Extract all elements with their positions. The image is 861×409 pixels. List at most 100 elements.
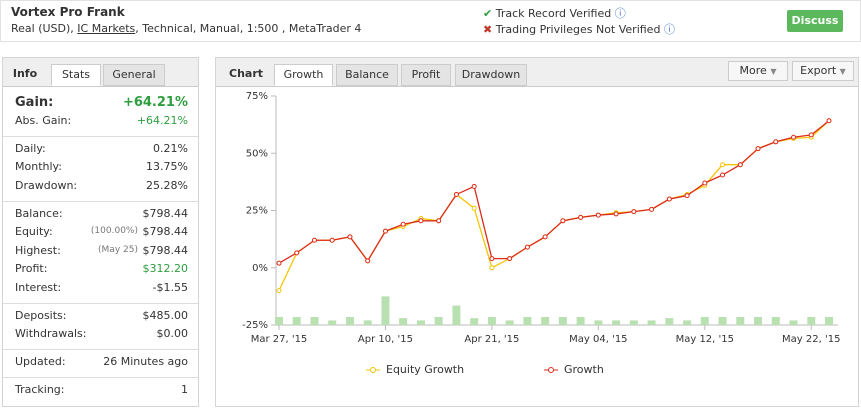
daily-bar — [541, 316, 550, 325]
y-tick-label: 50% — [246, 148, 268, 159]
stat-label: Profit: — [15, 262, 48, 275]
stat-value: +64.21% — [136, 113, 188, 127]
chart-heading: Chart — [229, 67, 264, 80]
point — [702, 180, 708, 186]
stat-note: (100.00%) — [90, 226, 138, 236]
series-line — [278, 120, 830, 291]
daily-bar — [771, 316, 780, 325]
daily-bar — [558, 316, 567, 325]
dropdown-button[interactable]: Export ▼ — [792, 61, 854, 81]
x-tick-label: Apr 21, '15 — [464, 334, 519, 345]
y-tick-label: 75% — [246, 91, 268, 102]
stat-value: $798.44 — [142, 243, 189, 257]
point — [400, 221, 406, 227]
daily-bar — [487, 316, 496, 325]
daily-bar — [470, 318, 479, 325]
daily-bar — [718, 316, 727, 325]
stat-label: Drawdown: — [15, 178, 78, 192]
point — [826, 118, 832, 124]
daily-bar — [665, 318, 674, 325]
point — [720, 162, 726, 168]
x-tick-label: May 22, '15 — [782, 334, 840, 345]
tab[interactable]: Stats — [51, 64, 101, 86]
point — [560, 218, 566, 224]
stat-value: 0.21% — [153, 141, 188, 155]
point — [755, 146, 761, 152]
separator — [3, 302, 198, 304]
discuss-button[interactable]: Discuss — [787, 10, 843, 32]
daily-bar — [381, 296, 390, 325]
point — [791, 134, 797, 140]
point — [294, 250, 300, 256]
legend-label: Growth — [564, 363, 604, 376]
separator — [3, 377, 198, 378]
y-tick-label: 0% — [252, 263, 268, 274]
x-tick-label: May 04, '15 — [569, 334, 627, 345]
account: Real (USD), IC Markets, Technical, Manua… — [11, 22, 361, 35]
stat-value: 26 Minutes ago — [103, 355, 188, 368]
point — [418, 218, 424, 224]
x-tick-label: Apr 10, '15 — [358, 334, 413, 345]
daily-bar — [505, 320, 514, 325]
point — [365, 258, 371, 264]
y-tick-label: 25% — [246, 206, 268, 217]
separator — [3, 349, 198, 350]
broker-link[interactable]: IC Markets — [77, 22, 136, 35]
point — [436, 218, 442, 224]
tab[interactable]: Profit — [401, 64, 451, 86]
point — [649, 206, 655, 212]
daily-bar — [647, 320, 656, 325]
tab[interactable]: Drawdown — [455, 64, 527, 86]
daily-bar — [523, 316, 532, 325]
dropdown-button[interactable]: More ▼ — [728, 61, 788, 81]
daily-bar — [292, 316, 301, 325]
daily-bar — [363, 320, 372, 325]
point — [471, 183, 477, 189]
legend-label: Equity Growth — [386, 363, 464, 376]
point — [595, 212, 601, 218]
daily-bar — [736, 316, 745, 325]
point — [453, 191, 459, 197]
point — [489, 256, 495, 262]
stat-value: +64.21% — [122, 95, 188, 110]
stat-label: Withdrawals: — [15, 327, 87, 340]
point — [524, 244, 530, 250]
account-details: , Technical, Manual, 1:500 , MetaTrader … — [135, 22, 362, 35]
point — [329, 237, 335, 243]
status-text: Track Record Verified — [495, 7, 612, 20]
daily-bar — [789, 320, 798, 325]
tab[interactable]: Balance — [336, 64, 398, 86]
stat-label: Interest: — [15, 280, 62, 294]
tab[interactable]: General — [103, 64, 165, 86]
daily-bar — [576, 316, 585, 325]
daily-bar — [434, 316, 443, 325]
point — [666, 196, 672, 202]
point — [542, 234, 548, 240]
point — [347, 234, 353, 240]
stat-label: Updated: — [15, 355, 66, 368]
daily-bar — [754, 316, 763, 325]
point — [578, 214, 584, 220]
point — [489, 265, 495, 271]
stat-label: Monthly: — [15, 160, 62, 173]
status-no: ✖ Trading Privileges Not Verified ⓘ — [483, 23, 675, 36]
daily-bar — [452, 305, 461, 325]
point — [276, 288, 282, 294]
point — [507, 256, 513, 262]
status-ok: ✔ Track Record Verified ⓘ — [483, 7, 626, 20]
stat-label: Deposits: — [15, 308, 67, 322]
daily-bar — [416, 320, 425, 325]
daily-bar — [700, 316, 709, 325]
stat-value: $485.00 — [142, 308, 189, 322]
title: Vortex Pro Frank — [11, 5, 125, 19]
separator — [3, 200, 198, 202]
point — [471, 205, 477, 211]
point — [773, 139, 779, 145]
tab[interactable]: Growth — [274, 64, 333, 86]
point — [631, 209, 637, 215]
daily-bar — [328, 320, 337, 325]
daily-bar — [345, 316, 354, 325]
stat-value: $0.00 — [156, 327, 189, 340]
